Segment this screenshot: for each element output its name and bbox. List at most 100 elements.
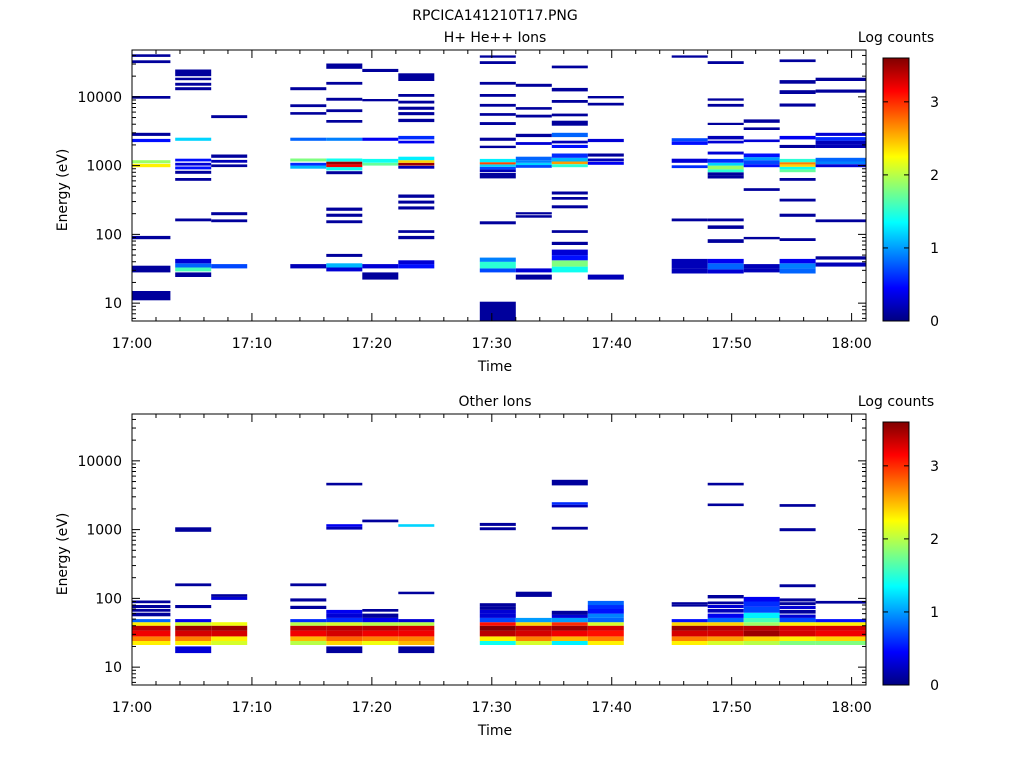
- heatmap-cell: [587, 617, 624, 623]
- heatmap-cell: [290, 112, 327, 115]
- heatmap-cell: [515, 212, 552, 215]
- x-axis-label: Time: [477, 723, 512, 739]
- heatmap-cell: [132, 54, 171, 57]
- heatmap-cell: [132, 619, 171, 623]
- heatmap-cell: [779, 268, 816, 274]
- heatmap-cell: [398, 160, 435, 163]
- heatmap-cell: [743, 601, 780, 607]
- heatmap-cell: [479, 103, 516, 107]
- heatmap-cell: [779, 144, 816, 148]
- heatmap-cell: [707, 258, 744, 264]
- heatmap-cell: [779, 166, 816, 170]
- heatmap-cell: [362, 158, 399, 163]
- heatmap-cell: [779, 641, 816, 645]
- heatmap-cell: [132, 132, 171, 136]
- heatmap-cell: [779, 614, 816, 618]
- heatmap-cell: [479, 166, 516, 170]
- y-tick-label: 10: [104, 660, 122, 676]
- heatmap-cell: [362, 636, 399, 641]
- heatmap-cell: [515, 165, 552, 168]
- heatmap-cell: [779, 198, 816, 202]
- heatmap-cell: [175, 218, 212, 222]
- heatmap-cell: [132, 60, 171, 64]
- heatmap-cell: [479, 164, 516, 167]
- heatmap-cell: [587, 153, 624, 157]
- heatmap-cell: [362, 622, 399, 626]
- heatmap-cell: [551, 65, 588, 69]
- heatmap-cell: [551, 100, 588, 103]
- heatmap-cell: [398, 646, 435, 654]
- heatmap-cell: [326, 630, 363, 637]
- heatmap-cell: [398, 524, 435, 527]
- heatmap-cell: [290, 622, 327, 626]
- heatmap-cell: [326, 267, 363, 272]
- heatmap-cell: [779, 617, 816, 623]
- heatmap-cell: [707, 172, 744, 176]
- figure-title: RPCICA141210T17.PNG: [412, 8, 577, 24]
- heatmap-cell: [743, 119, 780, 123]
- heatmap-cell: [779, 103, 816, 107]
- heatmap-cell: [290, 165, 327, 169]
- heatmap-cell: [479, 268, 516, 273]
- heatmap-cell: [326, 617, 363, 623]
- heatmap-cell: [551, 241, 588, 245]
- heatmap-cell: [587, 162, 624, 165]
- heatmap-cell: [671, 602, 708, 605]
- heatmap-cell: [479, 257, 516, 262]
- heatmap-cell: [815, 630, 866, 637]
- heatmap-cell: [707, 169, 744, 173]
- heatmap-cell: [362, 162, 399, 166]
- heatmap-cell: [175, 170, 212, 174]
- y-tick-label: 1000: [86, 523, 122, 539]
- heatmap-cell: [326, 609, 363, 614]
- heatmap-cell: [551, 636, 588, 641]
- heatmap-cell: [479, 613, 516, 618]
- heatmap-cell: [815, 140, 866, 145]
- heatmap-cell: [815, 600, 866, 604]
- heatmap-cell: [398, 73, 435, 81]
- heatmap-cell: [479, 261, 516, 269]
- heatmap-cell: [779, 504, 816, 507]
- heatmap-cell: [707, 609, 744, 613]
- heatmap-cell: [398, 156, 435, 161]
- heatmap-cell: [132, 235, 171, 240]
- heatmap-cell: [175, 178, 212, 181]
- heatmap-cell: [779, 238, 816, 241]
- axes: 17:00 17:10 17:20 17:30 17:40 17:50 18:00 10 100…: [77, 49, 872, 352]
- heatmap-cell: [515, 622, 552, 626]
- heatmap-cell: [479, 641, 516, 645]
- colorbar: 0 1 2 3: [882, 57, 939, 330]
- heatmap-cell: [326, 482, 363, 486]
- colorbar-tick-label: 0: [930, 314, 939, 330]
- heatmap-cell: [398, 625, 435, 631]
- heatmap-cell: [551, 614, 588, 618]
- heatmap-cell: [479, 173, 516, 179]
- heatmap-cell: [290, 619, 327, 623]
- heatmap-cell: [551, 249, 588, 255]
- heatmap-cell: [398, 591, 435, 595]
- x-tick-label: 17:20: [352, 336, 392, 352]
- heatmap-cell: [551, 255, 588, 261]
- heatmap-cell: [743, 264, 780, 269]
- heatmap-cell: [362, 630, 399, 637]
- heatmap-cell: [290, 636, 327, 641]
- heatmap-cell: [779, 164, 816, 167]
- heatmap-cell: [551, 266, 588, 273]
- heatmap-cell: [479, 55, 516, 58]
- heatmap-cell: [515, 625, 552, 631]
- heatmap-cell: [743, 157, 780, 161]
- heatmap-cell: [551, 504, 588, 508]
- heatmap-cell: [587, 605, 624, 609]
- y-tick-label: 1000: [86, 159, 122, 175]
- x-tick-label: 17:10: [232, 700, 272, 716]
- heatmap-cell: [479, 527, 516, 531]
- heatmap-cell: [707, 158, 744, 163]
- heatmap-cell: [551, 502, 588, 505]
- heatmap-cell: [779, 622, 816, 626]
- heatmap-cell: [479, 301, 516, 321]
- heatmap-cell: [326, 109, 363, 113]
- heatmap-cell: [707, 122, 744, 125]
- heatmap-cell: [479, 145, 516, 149]
- heatmap-cell: [362, 617, 399, 623]
